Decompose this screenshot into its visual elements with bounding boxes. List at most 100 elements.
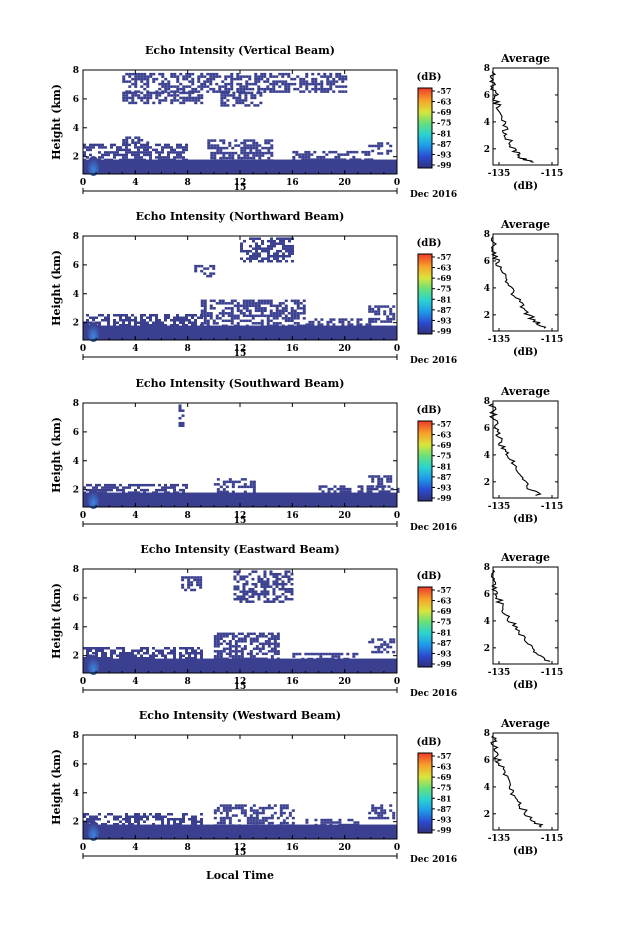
echo-cell: [293, 314, 297, 318]
echo-cell: [287, 75, 291, 78]
echo-cell: [282, 252, 285, 255]
echo-cell: [260, 592, 264, 596]
echo-cell: [227, 319, 231, 323]
echo-cell: [222, 483, 226, 486]
echo-cell: [258, 650, 262, 653]
echo-cell: [125, 99, 129, 102]
echo-cell: [200, 312, 204, 315]
echo-cell: [272, 304, 276, 308]
echo-cell: [264, 635, 268, 638]
echo-cell: [113, 319, 116, 322]
echo-cell: [92, 316, 95, 319]
echo-cell: [221, 90, 225, 93]
echo-cell: [233, 317, 237, 320]
echo-cell: [134, 324, 137, 327]
colorbar-tick-label: -63: [437, 430, 452, 440]
echo-cell: [207, 139, 211, 142]
echo-cell: [216, 806, 220, 810]
echo-cell: [305, 75, 309, 78]
echo-cell: [231, 806, 235, 810]
echo-cell: [386, 643, 390, 646]
echo-cell: [378, 490, 382, 493]
echo-cell: [232, 104, 236, 107]
echo-cell: [170, 158, 173, 162]
echo-cell: [264, 151, 268, 155]
echo-cell: [320, 821, 324, 824]
echo-cell: [216, 478, 220, 481]
echo-cell: [216, 632, 220, 636]
echo-cell: [392, 640, 396, 644]
echo-cell: [371, 480, 375, 483]
echo-cell: [191, 77, 195, 81]
echo-cell: [92, 818, 95, 821]
echo-cell: [383, 485, 387, 488]
echo-cell: [389, 144, 393, 148]
echo-cell: [128, 324, 131, 327]
echo-cell: [95, 486, 98, 489]
echo-cell: [134, 649, 137, 652]
echo-cell: [89, 321, 92, 324]
echo-cell: [264, 146, 268, 150]
echo-cell: [95, 649, 98, 652]
echo-cell: [83, 647, 86, 650]
echo-cell: [216, 650, 220, 653]
echo-cell: [302, 307, 306, 310]
echo-cell: [380, 804, 384, 807]
echo-cell: [270, 642, 274, 646]
echo-cell: [264, 249, 267, 253]
echo-cell: [251, 600, 255, 603]
echo-cell: [125, 96, 129, 100]
echo-cell: [191, 815, 194, 818]
echo-cell: [261, 635, 265, 638]
echo-cell: [311, 323, 315, 326]
echo-cell: [125, 136, 129, 139]
echo-cell: [236, 317, 240, 320]
echo-cell: [245, 580, 249, 583]
echo-cell: [98, 321, 101, 324]
echo-cell: [326, 75, 330, 78]
echo-cell: [383, 816, 387, 820]
echo-cell: [173, 491, 176, 494]
echo-cell: [140, 314, 143, 317]
echo-cell: [146, 321, 149, 324]
echo-cell: [258, 819, 262, 822]
echo-cell: [240, 655, 244, 658]
echo-cell: [293, 317, 297, 320]
echo-cell: [249, 480, 253, 484]
echo-cell: [260, 312, 264, 315]
echo-cell: [196, 578, 200, 582]
echo-cell: [89, 483, 92, 487]
echo-cell: [173, 90, 177, 93]
echo-cell: [176, 818, 179, 821]
echo-region: [83, 325, 397, 340]
echo-cell: [224, 82, 228, 86]
echo-cell: [216, 655, 220, 658]
day-label: 15: [234, 848, 247, 858]
echo-cell: [228, 144, 232, 147]
echo-cell: [267, 146, 271, 150]
echo-cell: [275, 317, 279, 320]
echo-cell: [368, 305, 372, 308]
echo-cell: [266, 585, 270, 588]
echo-cell: [185, 85, 189, 88]
echo-cell: [243, 804, 247, 807]
echo-cell: [179, 647, 182, 650]
echo-cell: [125, 90, 129, 93]
echo-cell: [176, 324, 179, 327]
echo-cell: [275, 324, 279, 328]
echo-cell: [233, 304, 237, 308]
echo-cell: [125, 818, 128, 821]
echo-cell: [269, 75, 273, 78]
echo-cell: [233, 585, 237, 588]
echo-cell: [256, 91, 260, 95]
echo-cell: [194, 818, 197, 821]
echo-cell: [377, 477, 381, 481]
echo-cell: [188, 647, 191, 650]
echo-cell: [225, 480, 229, 484]
echo-cell: [161, 72, 165, 76]
echo-cell: [155, 96, 159, 100]
echo-cell: [329, 821, 333, 824]
echo-cell: [392, 315, 396, 318]
echo-cell: [188, 818, 191, 821]
echo-cell: [240, 650, 244, 653]
